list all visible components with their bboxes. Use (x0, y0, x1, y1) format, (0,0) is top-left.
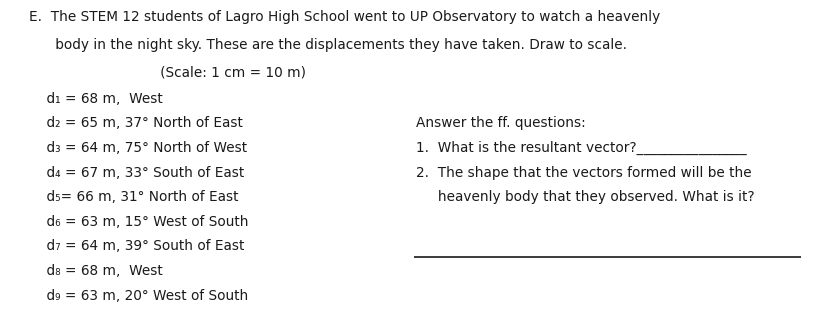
Text: 1.  What is the resultant vector?________________: 1. What is the resultant vector?________… (416, 141, 747, 155)
Text: d₃ = 64 m, 75° North of West: d₃ = 64 m, 75° North of West (29, 141, 247, 155)
Text: heavenly body that they observed. What is it?: heavenly body that they observed. What i… (416, 190, 755, 204)
Text: (Scale: 1 cm = 10 m): (Scale: 1 cm = 10 m) (29, 66, 306, 80)
Text: Answer the ff. questions:: Answer the ff. questions: (416, 116, 586, 131)
Text: d₁ = 68 m,  West: d₁ = 68 m, West (29, 92, 162, 106)
Text: d₆ = 63 m, 15° West of South: d₆ = 63 m, 15° West of South (29, 215, 248, 229)
Text: d₄ = 67 m, 33° South of East: d₄ = 67 m, 33° South of East (29, 166, 244, 180)
Text: d₈ = 68 m,  West: d₈ = 68 m, West (29, 264, 162, 278)
Text: d₅= 66 m, 31° North of East: d₅= 66 m, 31° North of East (29, 190, 238, 204)
Text: E.  The STEM 12 students of Lagro High School went to UP Observatory to watch a : E. The STEM 12 students of Lagro High Sc… (29, 10, 660, 24)
Text: d₂ = 65 m, 37° North of East: d₂ = 65 m, 37° North of East (29, 116, 243, 131)
Text: body in the night sky. These are the displacements they have taken. Draw to scal: body in the night sky. These are the dis… (29, 38, 627, 52)
Text: d₇ = 64 m, 39° South of East: d₇ = 64 m, 39° South of East (29, 239, 244, 254)
Text: 2.  The shape that the vectors formed will be the: 2. The shape that the vectors formed wil… (416, 166, 751, 180)
Text: d₉ = 63 m, 20° West of South: d₉ = 63 m, 20° West of South (29, 289, 248, 303)
